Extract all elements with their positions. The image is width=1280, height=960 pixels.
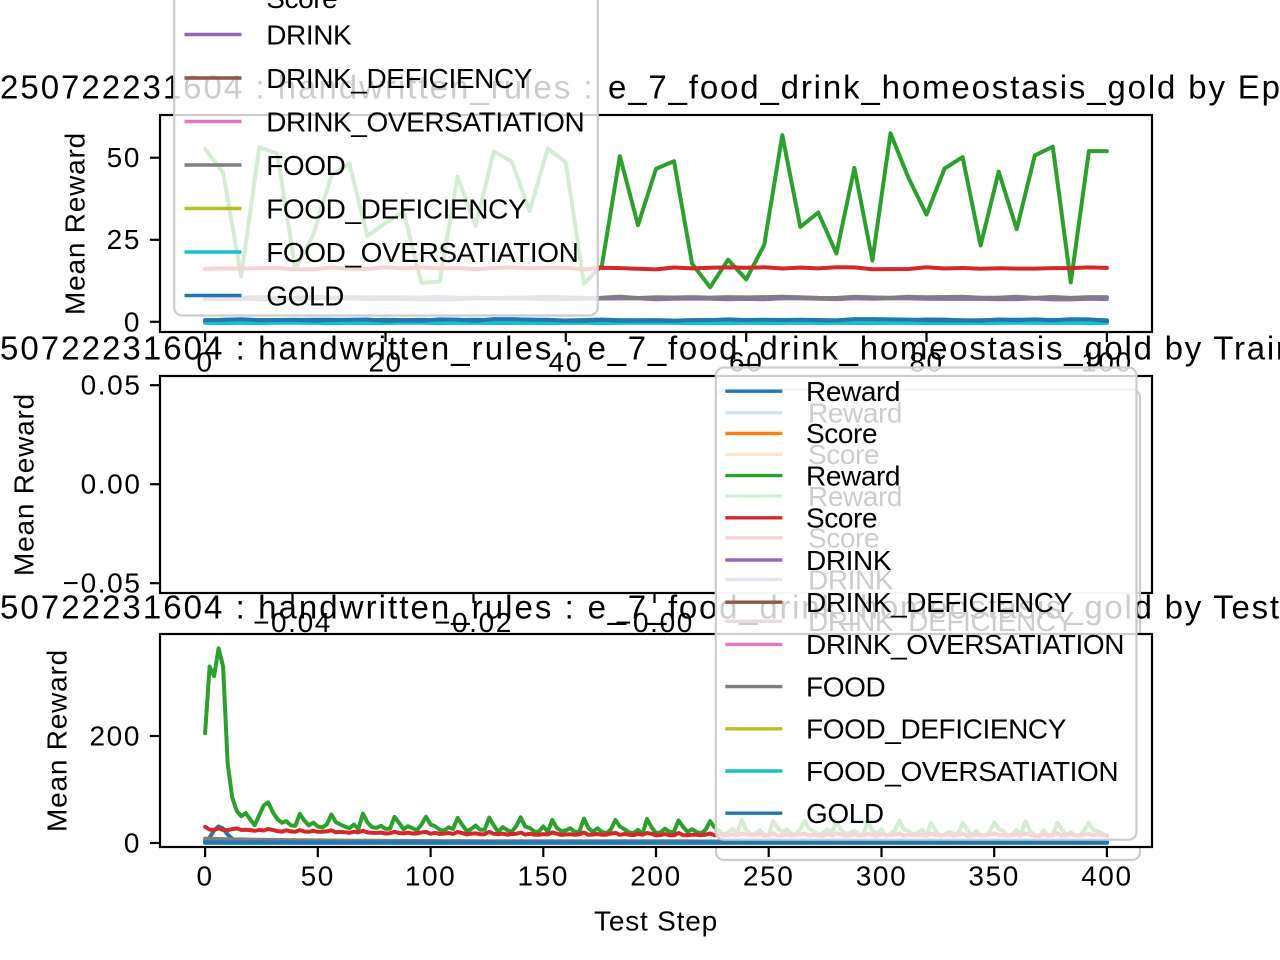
svg-text:25: 25 [107, 224, 141, 255]
svg-text:DRINK: DRINK [806, 545, 892, 576]
svg-text:−0.04: −0.04 [253, 607, 332, 638]
svg-text:Test Step: Test Step [594, 906, 718, 937]
svg-text:−0.05: −0.05 [63, 568, 142, 599]
svg-text:FOOD_OVERSATIATION: FOOD_OVERSATIATION [266, 237, 578, 268]
svg-text:0: 0 [197, 347, 214, 378]
svg-text:200: 200 [630, 861, 682, 892]
svg-text:−0.02: −0.02 [434, 607, 513, 638]
svg-text:Reward: Reward [806, 460, 900, 491]
svg-text:40: 40 [549, 347, 583, 378]
svg-text:50: 50 [107, 142, 141, 173]
svg-text:250: 250 [743, 861, 795, 892]
svg-text:400: 400 [1081, 861, 1133, 892]
svg-text:50722231604 : handwritten_rule: 50722231604 : handwritten_rules : [0, 589, 576, 626]
svg-text:Reward: Reward [806, 376, 900, 407]
svg-text:0.00: 0.00 [81, 469, 142, 500]
svg-text:DRINK_OVERSATIATION: DRINK_OVERSATIATION [806, 629, 1124, 660]
svg-text:FOOD_DEFICIENCY: FOOD_DEFICIENCY [806, 714, 1067, 745]
svg-text:300: 300 [856, 861, 908, 892]
svg-text:FOOD: FOOD [806, 671, 885, 702]
svg-text:FOOD_OVERSATIATION: FOOD_OVERSATIATION [806, 756, 1118, 787]
svg-text:0: 0 [197, 861, 214, 892]
svg-text:Mean Reward: Mean Reward [9, 393, 40, 576]
svg-text:Mean Reward: Mean Reward [59, 132, 90, 315]
svg-text:DRINK_DEFICIENCY: DRINK_DEFICIENCY [806, 587, 1073, 618]
svg-text:DRINK: DRINK [266, 19, 352, 50]
svg-text:150: 150 [518, 861, 570, 892]
svg-text:−0.00: −0.00 [615, 607, 694, 638]
svg-text:Score: Score [806, 418, 877, 449]
svg-text:e_7_food_drink_homeostasis_gol: e_7_food_drink_homeostasis_gold by Train [588, 330, 1280, 367]
svg-text:FOOD_DEFICIENCY: FOOD_DEFICIENCY [266, 193, 527, 224]
svg-text:DRINK_DEFICIENCY: DRINK_DEFICIENCY [266, 63, 533, 94]
svg-text:100: 100 [405, 861, 457, 892]
svg-text:200: 200 [89, 721, 141, 752]
svg-text:DRINK_OVERSATIATION: DRINK_OVERSATIATION [266, 106, 584, 137]
svg-text:GOLD: GOLD [266, 280, 344, 311]
svg-text:Score: Score [266, 0, 337, 14]
svg-text:Mean Reward: Mean Reward [42, 649, 73, 832]
svg-text:FOOD: FOOD [266, 150, 345, 181]
svg-text:e_7_food_drink_homeostasis_gol: e_7_food_drink_homeostasis_gold by Episo… [608, 69, 1280, 106]
svg-text:50722231604 : handwritten_rule: 50722231604 : handwritten_rules : [0, 330, 576, 367]
svg-text:0: 0 [124, 306, 141, 337]
svg-text:20: 20 [368, 347, 402, 378]
svg-text:50: 50 [301, 861, 335, 892]
svg-text:350: 350 [968, 861, 1020, 892]
svg-text:0: 0 [124, 828, 141, 859]
svg-text:0.05: 0.05 [81, 370, 142, 401]
svg-text:Score: Score [806, 503, 877, 534]
svg-text:GOLD: GOLD [806, 798, 884, 829]
